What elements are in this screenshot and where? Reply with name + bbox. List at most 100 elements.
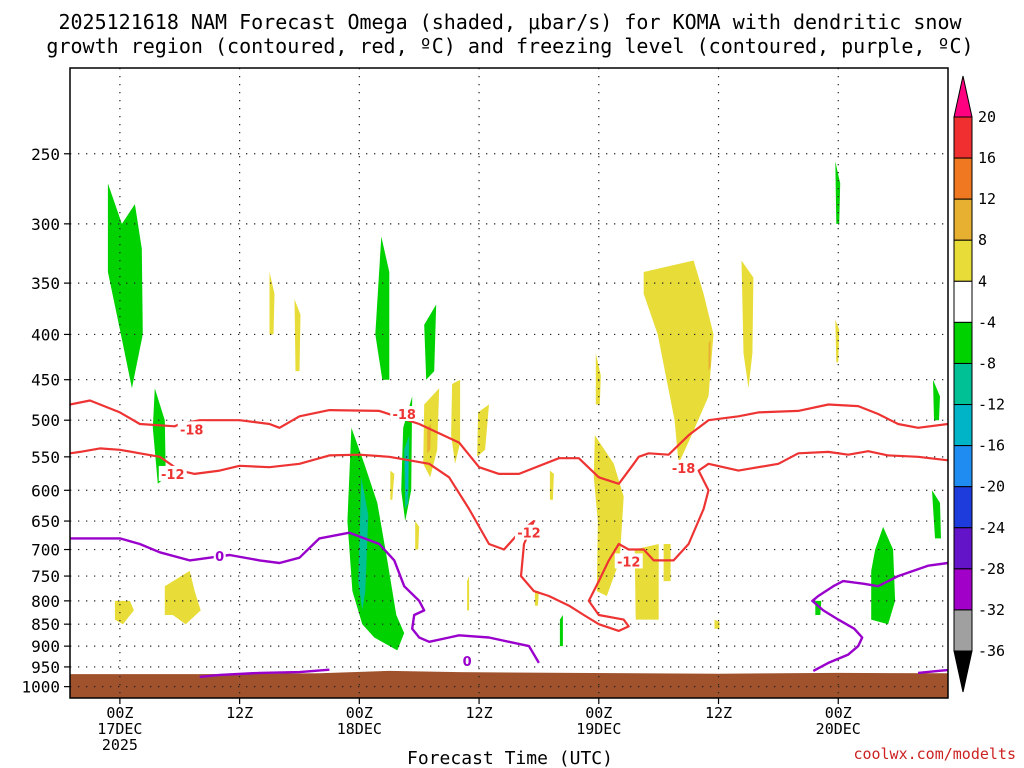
contour-label-bg-4: [614, 553, 643, 569]
omega-region-18: [114, 600, 134, 625]
contour-label-bg-1: [158, 465, 187, 481]
x-tick-label-48-1: 00Z: [585, 704, 612, 722]
colorbar-label-0: 20: [978, 108, 996, 126]
contour-label-5: -18: [672, 462, 696, 477]
contour-label-7: 0: [463, 655, 472, 670]
contour-freezing-level-3: [917, 668, 948, 675]
y-axis: 250 300 350 400 450 500 550 600 650 700 750 800 850 9…: [21, 145, 70, 697]
y-tick-label-850: 850: [31, 615, 60, 634]
omega-region-30: [467, 576, 470, 611]
contour-label-bg-5: [669, 459, 698, 475]
credit-text: coolwx.com/modelts: [853, 745, 1016, 763]
omega-region-4: [358, 477, 369, 611]
omega-region-16: [294, 299, 301, 372]
y-tick-label-650: 650: [31, 512, 60, 531]
colorbar-label-10: -24: [978, 519, 1005, 537]
colorbar-label-12: -32: [978, 601, 1005, 619]
colorbar-label-8: -16: [978, 437, 1005, 455]
x-tick-label-60-1: 12Z: [705, 704, 732, 722]
contour-label-3: -12: [517, 527, 541, 542]
colorbar-top-arrow: [953, 75, 973, 118]
colorbar-label-11: -28: [978, 560, 1005, 578]
y-tick-label-700: 700: [31, 541, 60, 560]
omega-region-24: [415, 521, 420, 550]
colorbar-label-4: 4: [978, 272, 987, 290]
contour-freezing-level-0: [70, 531, 540, 664]
omega-region-15: [269, 272, 275, 335]
omega-region-34: [741, 260, 754, 389]
y-tick-label-250: 250: [31, 145, 60, 164]
omega-region-13: [932, 490, 941, 539]
contour-label-bg-0: [177, 421, 206, 437]
colorbar-label-13: -36: [978, 642, 1005, 660]
omega-region-27: [593, 435, 624, 596]
colorbar-label-3: 8: [978, 231, 987, 249]
colorbar-segment-11: [953, 568, 973, 611]
grid-lines: [70, 68, 948, 698]
colorbar-segment-12: [953, 609, 973, 652]
colorbar-segment-4: [953, 280, 973, 323]
contour-label-6: 0: [215, 550, 224, 565]
y-tick-label-500: 500: [31, 411, 60, 430]
colorbar-segment-2: [953, 198, 973, 241]
plot-frame: [69, 67, 949, 699]
y-tick-label-400: 400: [31, 325, 60, 344]
y-tick-label-550: 550: [31, 448, 60, 467]
omega-region-20: [423, 388, 440, 478]
omega-region-35: [835, 319, 840, 363]
contour-label-bg-6: [213, 548, 226, 564]
omega-region-0: [107, 183, 143, 389]
y-tick-label-300: 300: [31, 215, 60, 234]
omega-region-36: [714, 619, 720, 629]
omega-region-31: [534, 591, 539, 606]
y-tick-label-600: 600: [31, 481, 60, 500]
omega-region-32: [643, 260, 714, 464]
omega-region-3: [347, 427, 405, 651]
colorbar-segment-6: [953, 362, 973, 406]
omega-region-8: [424, 304, 437, 380]
x-tick-label-24-1: 00Z: [346, 704, 373, 722]
colorbar-segment-3: [953, 239, 973, 282]
contour-label-2: -18: [392, 408, 416, 423]
contour-label-1: -12: [161, 468, 185, 483]
colorbar-segment-10: [953, 527, 973, 570]
y-tick-label-800: 800: [31, 592, 60, 611]
x-tick-label-72-1: 00Z: [825, 704, 852, 722]
omega-region-14: [835, 161, 841, 224]
contour-label-bg-7: [461, 652, 474, 668]
colorbar-segment-8: [953, 445, 973, 488]
x-tick-label-0-2: 17DEC: [97, 720, 142, 738]
omega-region-19: [451, 379, 461, 464]
colorbar-label-9: -20: [978, 478, 1005, 496]
omega-region-25: [549, 470, 554, 500]
colorbar-segment-0: [953, 116, 973, 159]
colorbar-label-5: -4: [978, 313, 996, 331]
contour-label-bg-2: [390, 406, 419, 422]
x-tick-label-48-2: 19DEC: [576, 720, 621, 738]
colorbar-label-1: 16: [978, 149, 996, 167]
x-tick-label-36-1: 12Z: [466, 704, 493, 722]
y-tick-label-900: 900: [31, 637, 60, 656]
omega-region-22: [427, 424, 432, 454]
omega-region-11: [871, 526, 896, 625]
omega-region-12: [933, 379, 940, 421]
omega-region-21: [477, 404, 489, 457]
contour-snow-growth--12: [70, 447, 948, 633]
omega-shading: [107, 161, 941, 651]
contour-label-0: -18: [180, 423, 204, 438]
omega-region-23: [390, 470, 395, 500]
omega-region-17: [164, 570, 201, 625]
y-tick-label-450: 450: [31, 371, 60, 390]
terrain-layer: [70, 670, 948, 698]
omega-region-7: [405, 453, 409, 497]
terrain-ground: [70, 670, 948, 698]
x-axis-label: Forecast Time (UTC): [407, 748, 613, 768]
contour-label-4: -12: [617, 555, 641, 570]
omega-region-33: [708, 339, 711, 372]
chart-title-line-1: 2025121618 NAM Forecast Omega (shaded, μ…: [58, 10, 962, 34]
x-tick-label-0-3: 2025: [102, 736, 138, 754]
x-tick-label-0-1: 00Z: [106, 704, 133, 722]
contour-labels: -18 -12 -18 -12 -12 -18 0 0: [158, 406, 698, 670]
contour-freezing-level-2: [811, 561, 948, 672]
